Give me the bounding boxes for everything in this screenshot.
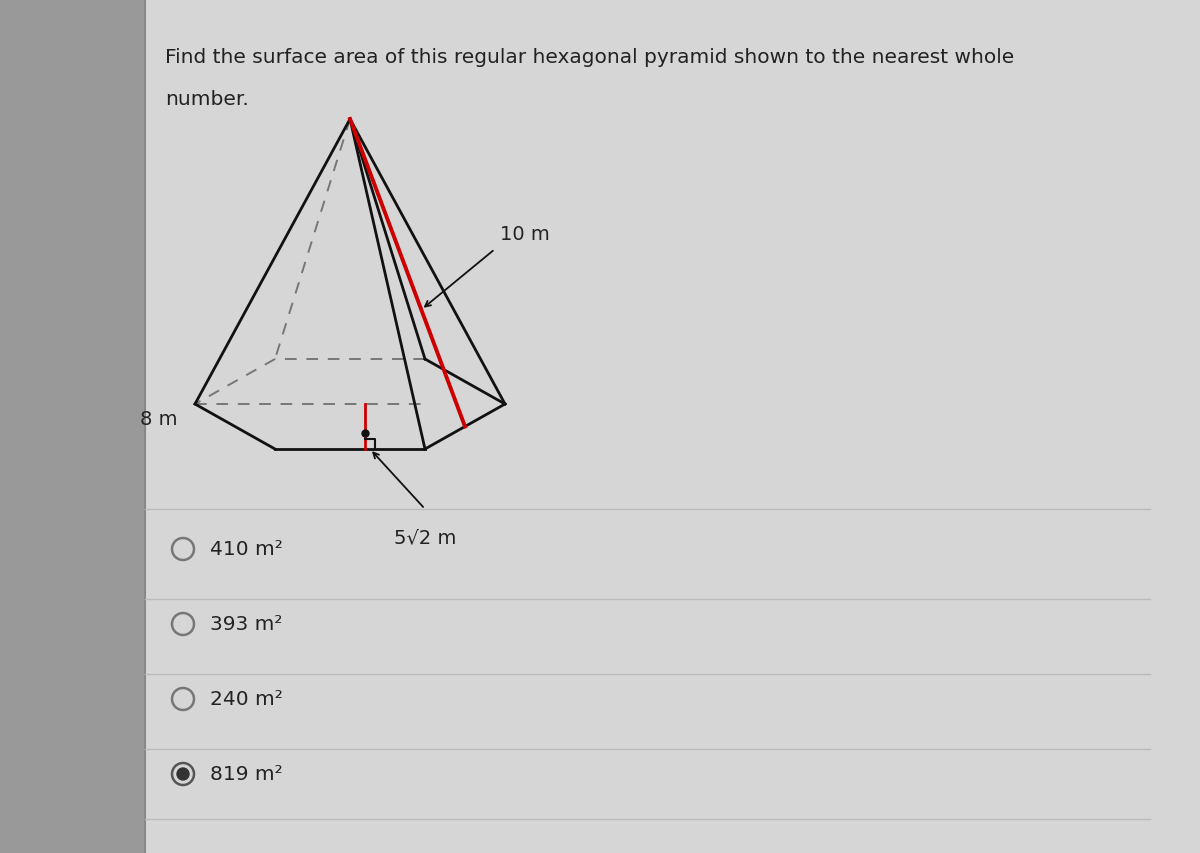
Text: Find the surface area of this regular hexagonal pyramid shown to the nearest who: Find the surface area of this regular he… [166, 48, 1014, 67]
Text: 240 m²: 240 m² [210, 690, 283, 709]
Circle shape [178, 768, 190, 780]
Text: 819 m²: 819 m² [210, 764, 283, 784]
Text: 8 m: 8 m [139, 410, 178, 429]
Text: 5√2 m: 5√2 m [394, 527, 456, 547]
Text: 410 m²: 410 m² [210, 540, 283, 559]
Text: number.: number. [166, 90, 248, 109]
Bar [145, 0, 1200, 853]
Text: 10 m: 10 m [500, 225, 550, 244]
Bar [0, 0, 145, 853]
Text: 393 m²: 393 m² [210, 615, 282, 634]
